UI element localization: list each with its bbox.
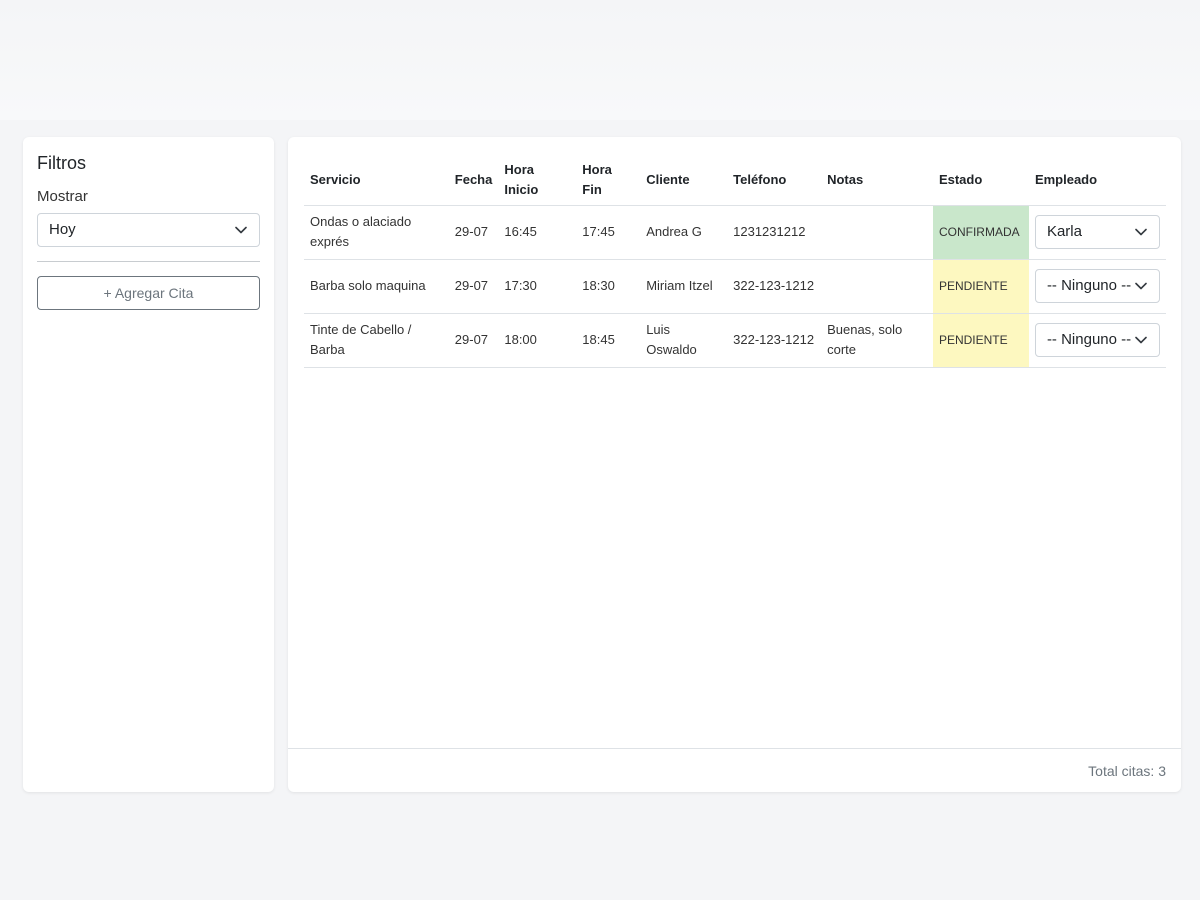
- show-label: Mostrar: [37, 188, 88, 205]
- status-badge: PENDIENTE: [932, 313, 1029, 368]
- table-header-row: Servicio Fecha Hora Inicio Hora Fin Clie…: [304, 156, 1166, 206]
- employee-select[interactable]: Karla: [1034, 215, 1160, 249]
- cell-cliente: Andrea G: [640, 205, 728, 260]
- cell-notas: [821, 205, 933, 260]
- cell-fecha: 29-07: [448, 313, 499, 368]
- cell-telefono: 322-123-1212: [727, 313, 822, 368]
- employee-select[interactable]: -- Ninguno --: [1034, 323, 1160, 357]
- cell-hora-fin: 17:45: [576, 205, 641, 260]
- employee-select-value: -- Ninguno --: [1046, 277, 1132, 294]
- filters-title: Filtros: [37, 153, 86, 173]
- status-badge: PENDIENTE: [932, 259, 1029, 314]
- cell-fecha: 29-07: [448, 205, 499, 260]
- cell-servicio: Ondas o alaciado exprés: [304, 205, 449, 260]
- chevron-down-icon: [235, 226, 247, 234]
- show-select-value: Hoy: [49, 221, 76, 238]
- employee-select-value: Karla: [1046, 223, 1082, 240]
- cell-cliente: Miriam Itzel: [640, 259, 728, 314]
- header-hora-inicio[interactable]: Hora Inicio: [498, 156, 577, 206]
- cell-telefono: 1231231212: [727, 205, 822, 260]
- cell-empleado: -- Ninguno --: [1028, 259, 1166, 314]
- employee-select[interactable]: -- Ninguno --: [1034, 269, 1160, 303]
- add-appointment-button[interactable]: + Agregar Cita: [37, 276, 260, 310]
- cell-notas: [821, 259, 933, 314]
- divider: [37, 261, 260, 262]
- header-estado[interactable]: Estado: [932, 156, 1029, 206]
- chevron-down-icon: [1135, 282, 1147, 290]
- table-row[interactable]: Barba solo maquina 29-07 17:30 18:30 Mir…: [304, 259, 1166, 314]
- header-notas[interactable]: Notas: [821, 156, 933, 206]
- show-select[interactable]: Hoy: [37, 213, 260, 247]
- cell-notas: Buenas, solo corte: [821, 313, 933, 368]
- header-cliente[interactable]: Cliente: [640, 156, 728, 206]
- employee-select-value: -- Ninguno --: [1046, 331, 1132, 348]
- chevron-down-icon: [1135, 336, 1147, 344]
- cell-empleado: -- Ninguno --: [1028, 313, 1166, 368]
- table-footer: Total citas: 3: [288, 748, 1181, 792]
- cell-servicio: Barba solo maquina: [304, 259, 449, 314]
- table-row[interactable]: Tinte de Cabello / Barba 29-07 18:00 18:…: [304, 313, 1166, 368]
- appointments-panel: Servicio Fecha Hora Inicio Hora Fin Clie…: [288, 137, 1181, 792]
- cell-hora-fin: 18:30: [576, 259, 641, 314]
- header-empleado[interactable]: Empleado: [1028, 156, 1166, 206]
- header-hora-fin[interactable]: Hora Fin: [576, 156, 641, 206]
- cell-fecha: 29-07: [448, 259, 499, 314]
- header-telefono[interactable]: Teléfono: [727, 156, 822, 206]
- cell-servicio: Tinte de Cabello / Barba: [304, 313, 449, 368]
- appointments-table: Servicio Fecha Hora Inicio Hora Fin Clie…: [304, 156, 1166, 368]
- table-row[interactable]: Ondas o alaciado exprés 29-07 16:45 17:4…: [304, 205, 1166, 260]
- top-band: [0, 0, 1200, 120]
- status-badge: CONFIRMADA: [932, 205, 1029, 260]
- cell-cliente: Luis Oswaldo: [640, 313, 728, 368]
- chevron-down-icon: [1135, 228, 1147, 236]
- cell-hora-inicio: 18:00: [498, 313, 577, 368]
- cell-telefono: 322-123-1212: [727, 259, 822, 314]
- header-servicio[interactable]: Servicio: [304, 156, 449, 206]
- cell-hora-inicio: 16:45: [498, 205, 577, 260]
- cell-hora-fin: 18:45: [576, 313, 641, 368]
- total-count: Total citas: 3: [1088, 763, 1166, 779]
- cell-hora-inicio: 17:30: [498, 259, 577, 314]
- filters-panel: Filtros Mostrar Hoy + Agregar Cita: [23, 137, 274, 792]
- cell-empleado: Karla: [1028, 205, 1166, 260]
- header-fecha[interactable]: Fecha: [448, 156, 499, 206]
